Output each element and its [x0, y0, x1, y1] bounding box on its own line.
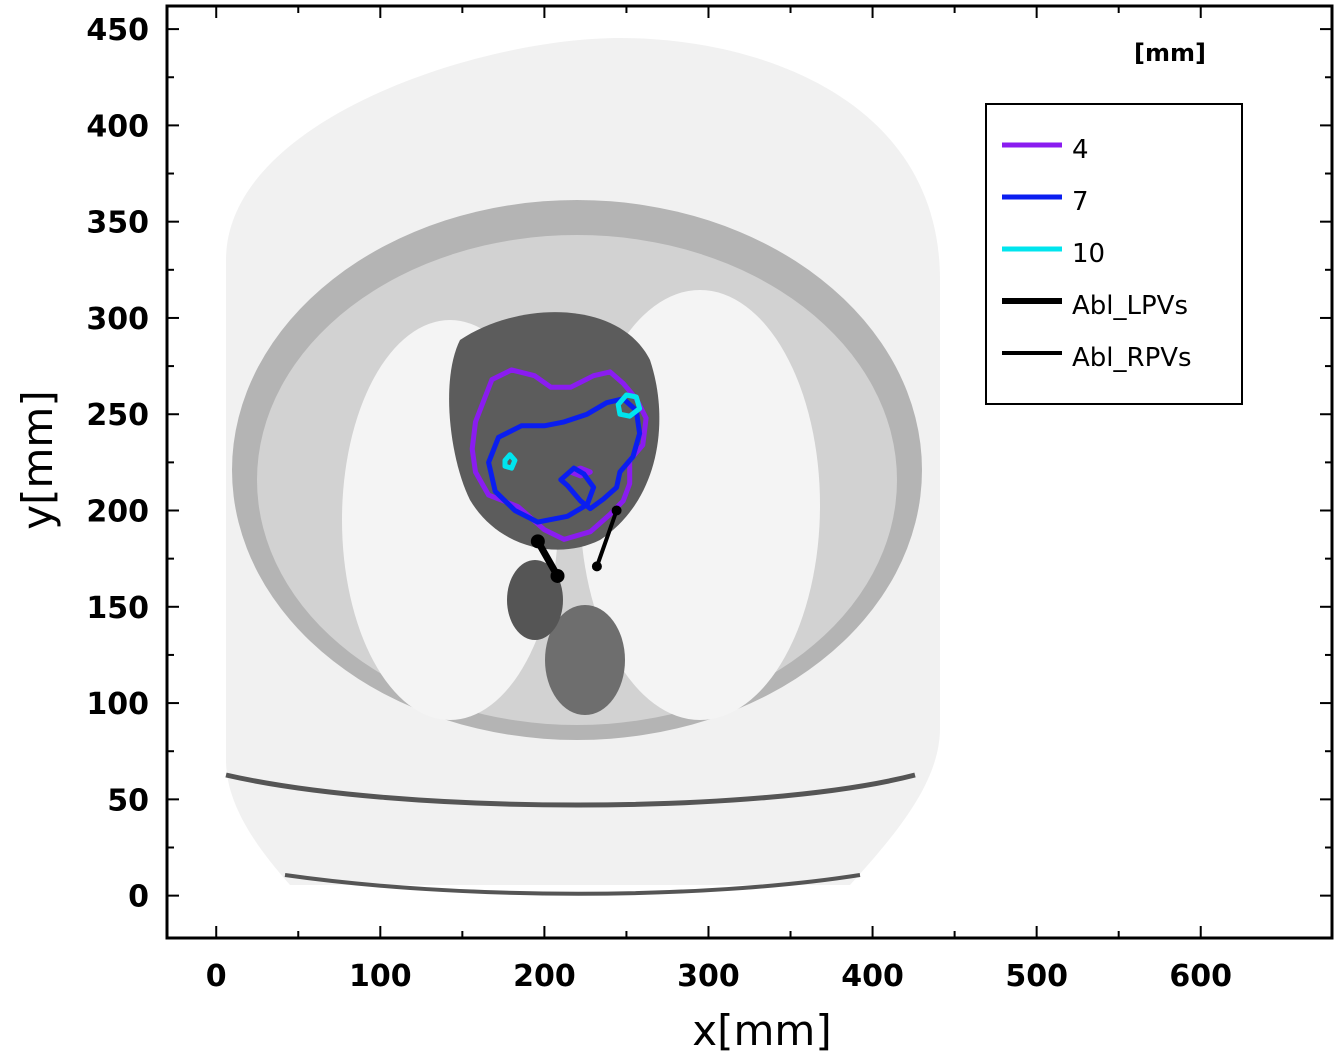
legend-label: Abl_LPVs: [1072, 291, 1188, 321]
y-tick-label: 250: [86, 398, 149, 433]
legend-entries: 4 7 10 Abl_LPVs Abl_RPVs: [1002, 135, 1192, 373]
ct-table-arc: [225, 772, 916, 808]
ablation-line: [594, 508, 619, 569]
contour-line: [615, 392, 643, 419]
ct-aorta: [507, 560, 563, 640]
ct-heart: [449, 312, 660, 550]
ablation-endpoint: [591, 561, 602, 572]
legend-label: Abl_RPVs: [1072, 343, 1192, 373]
y-tick-label: 150: [86, 591, 149, 626]
contour-line: [502, 452, 518, 471]
legend-label: 4: [1072, 135, 1089, 165]
y-tick-label: 200: [86, 495, 149, 530]
y-tick-label: 350: [86, 206, 149, 241]
x-tick-label: 200: [513, 959, 576, 994]
series-layer: [469, 367, 649, 583]
legend-label: 7: [1072, 187, 1089, 217]
unit-label: [mm]: [1134, 39, 1206, 67]
y-tick-label: 50: [107, 783, 149, 818]
y-tick-label: 100: [86, 687, 149, 722]
x-tick-label: 100: [349, 959, 412, 994]
y-axis-title: y[mm]: [13, 390, 62, 529]
x-tick-label: 500: [1005, 959, 1068, 994]
y-tick-label: 400: [86, 109, 149, 144]
ct-spine: [545, 605, 625, 715]
x-tick-label: 600: [1169, 959, 1232, 994]
ct-table-arc-lower: [284, 873, 861, 896]
legend-label: 10: [1072, 239, 1105, 269]
y-tick-label: 300: [86, 302, 149, 337]
ablation-endpoint: [530, 534, 545, 549]
ct-scan-background: [225, 38, 940, 896]
series-abl-lpvs: [530, 534, 565, 583]
x-tick-label: 300: [677, 959, 740, 994]
y-tick-label: 450: [86, 13, 149, 48]
series-7: [486, 396, 643, 525]
x-tick-label: 0: [206, 959, 227, 994]
series-10: [502, 392, 643, 471]
ablation-endpoint: [550, 568, 565, 583]
ablation-endpoint: [611, 505, 622, 516]
tick-layer: 0 100 200 300 400 500 600 0 50 100 150 200 250 300 350…: [86, 6, 1332, 994]
y-tick-label: 0: [128, 880, 149, 915]
plot-frame: [165, 4, 1334, 940]
series-abl-rpvs: [591, 505, 622, 572]
legend: 4 7 10 Abl_LPVs Abl_RPVs: [985, 103, 1243, 405]
x-axis-title: x[mm]: [692, 1006, 831, 1053]
contour-line: [486, 396, 643, 525]
x-tick-label: 400: [841, 959, 904, 994]
